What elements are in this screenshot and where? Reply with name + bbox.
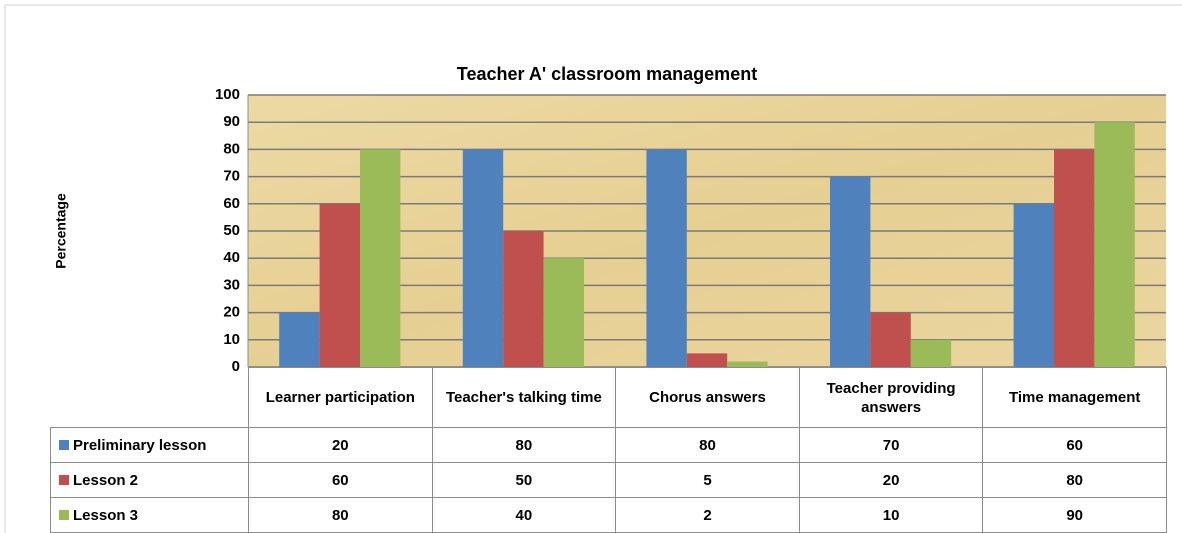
legend-label: Lesson 3	[73, 506, 139, 524]
bar	[727, 361, 768, 367]
table-value: 20	[248, 427, 433, 463]
chart-frame	[4, 4, 1182, 533]
bar	[686, 353, 728, 367]
y-tick-label: 0	[232, 358, 240, 375]
table-value: 10	[798, 497, 984, 533]
legend-label: Lesson 2	[73, 471, 139, 489]
y-axis-label: Percentage	[53, 193, 69, 269]
y-tick-label: 70	[223, 168, 240, 185]
bar	[1094, 122, 1135, 367]
y-tick-label: 100	[215, 86, 240, 103]
category-label: Learner participation	[248, 367, 433, 428]
table-value: 80	[982, 462, 1167, 498]
legend-entry: Lesson 3	[50, 497, 249, 533]
table-value: 80	[248, 497, 433, 533]
table-value: 5	[615, 462, 800, 498]
table-value: 80	[431, 427, 617, 463]
bar	[462, 149, 504, 367]
bar	[870, 312, 911, 367]
category-label: Teacher's talking time	[431, 367, 617, 428]
y-tick-label: 80	[223, 140, 240, 157]
table-value: 50	[431, 462, 617, 498]
table-value: 70	[798, 427, 984, 463]
bar	[319, 203, 360, 367]
table-value: 60	[982, 427, 1167, 463]
legend-entry: Preliminary lesson	[50, 427, 249, 463]
bar	[646, 149, 687, 367]
y-tick-label: 50	[223, 222, 240, 239]
y-tick-label: 40	[223, 249, 240, 266]
legend-key	[59, 440, 69, 450]
y-tick-label: 90	[223, 113, 240, 130]
bar	[1013, 203, 1055, 367]
category-label: Time management	[982, 367, 1167, 428]
bar	[503, 231, 544, 367]
y-tick-label: 60	[223, 195, 240, 212]
bar	[910, 339, 952, 367]
legend-label: Preliminary lesson	[73, 436, 207, 454]
legend-key	[59, 475, 69, 485]
table-value: 40	[431, 497, 617, 533]
bar	[830, 176, 871, 367]
legend-key	[59, 510, 69, 520]
table-value: 90	[982, 497, 1167, 533]
y-tick-label: 10	[223, 331, 240, 348]
table-value: 60	[248, 462, 433, 498]
category-label: Teacher providing answers	[798, 367, 984, 428]
table-value: 20	[798, 462, 984, 498]
table-value: 2	[615, 497, 800, 533]
y-tick-label: 30	[223, 276, 240, 293]
category-label: Chorus answers	[615, 367, 800, 428]
legend-entry: Lesson 2	[50, 462, 249, 498]
chart-title: Teacher A' classroom management	[457, 64, 757, 84]
bar	[359, 149, 401, 367]
bar	[543, 258, 584, 367]
table-value: 80	[615, 427, 800, 463]
bar	[279, 312, 320, 367]
y-tick-label: 20	[223, 304, 240, 321]
bar	[1054, 149, 1095, 367]
